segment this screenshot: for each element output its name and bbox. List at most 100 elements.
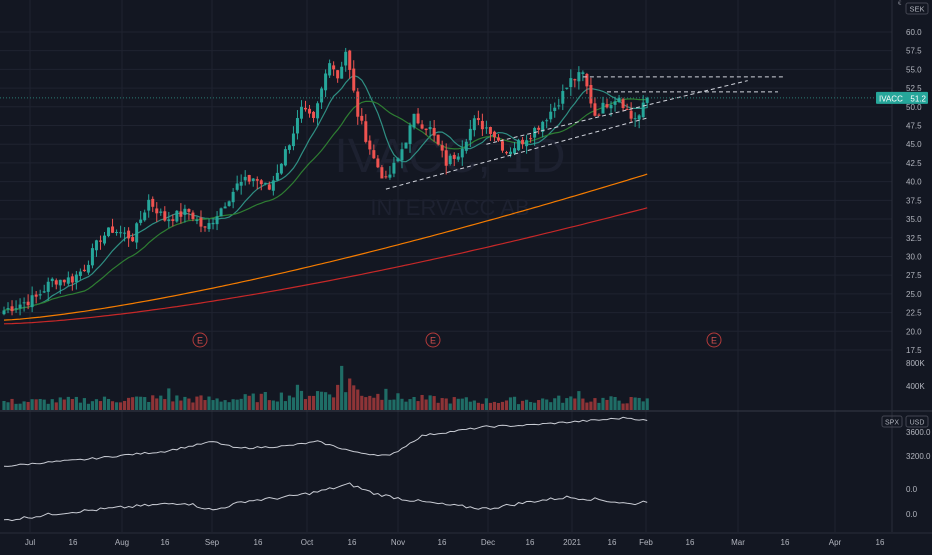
volume-bar: [2, 400, 6, 410]
volume-bar: [127, 397, 131, 410]
candle-body: [537, 127, 541, 130]
volume-bar: [581, 398, 585, 410]
volume-bar: [231, 399, 235, 410]
volume-bar: [74, 396, 78, 410]
volume-bar: [34, 399, 38, 410]
candle-body: [605, 104, 609, 108]
volume-bar: [400, 398, 404, 410]
candle-body: [179, 211, 183, 217]
candle-body: [215, 216, 219, 225]
time-tick-label: Mar: [731, 538, 745, 547]
volume-bar: [641, 401, 645, 410]
volume-bar: [557, 395, 561, 410]
candle-body: [440, 145, 444, 151]
volume-bar: [106, 398, 111, 410]
volume-bar: [311, 395, 316, 410]
candle-body: [376, 158, 380, 168]
trendlines[interactable]: [0, 76, 892, 190]
volume-bar: [476, 402, 480, 410]
volume-bar: [110, 401, 115, 410]
candle-body: [561, 91, 565, 104]
candle-body: [573, 79, 577, 81]
candle-body: [259, 180, 263, 185]
candle-body: [231, 191, 235, 203]
volume-bar: [114, 402, 119, 410]
volume-bar: [239, 398, 243, 410]
volume-bar: [492, 401, 497, 410]
time-tick-label: 2021: [563, 538, 581, 547]
volume-bar: [195, 396, 199, 410]
candle-body: [2, 310, 6, 315]
candle-body: [163, 211, 167, 221]
candle-body: [404, 142, 408, 149]
price-tick-label: 20.0: [906, 327, 922, 336]
volume-bar: [529, 402, 533, 410]
volume-bar: [340, 365, 344, 410]
moving-averages: [3, 74, 648, 325]
candle-body: [420, 124, 424, 129]
indicator-tick-label: 0.0: [906, 510, 918, 519]
time-tick-label: 16: [69, 538, 78, 547]
last-price-label[interactable]: IVACC 51.2: [876, 91, 928, 104]
volume-bar: [621, 403, 625, 410]
candle-body: [456, 156, 460, 160]
earnings-circle[interactable]: [425, 332, 441, 348]
volume-bar: [143, 397, 147, 410]
candle-body: [617, 97, 621, 103]
earnings-marker[interactable]: E: [425, 332, 441, 348]
support-trendline[interactable]: [385, 117, 648, 190]
volume-bar: [10, 398, 14, 410]
candle-body: [50, 278, 54, 282]
candle-body: [408, 125, 412, 144]
ascending-trendline[interactable]: [486, 80, 748, 145]
earnings-label: E: [430, 336, 436, 346]
earnings-label: E: [197, 336, 203, 346]
volume-bar: [396, 393, 400, 410]
volume-bar: [613, 396, 617, 410]
volume-bar: [18, 403, 22, 410]
volume-bar: [541, 398, 545, 410]
candle-body: [500, 141, 504, 151]
volume-bar: [14, 403, 18, 410]
volume-bar: [368, 395, 372, 410]
candle-body: [416, 113, 420, 124]
candle-body: [613, 101, 617, 105]
candle-body: [468, 128, 472, 141]
candle-body: [26, 301, 30, 306]
volume-bar: [175, 395, 179, 410]
indicator-tick-label: 0.0: [906, 485, 918, 494]
volume-bar: [203, 400, 207, 410]
candle-body: [58, 279, 62, 286]
candle-body: [18, 304, 22, 309]
price-tick-label: 55.0: [906, 65, 922, 74]
candle-body: [10, 306, 14, 312]
volume-bar: [645, 398, 649, 410]
volume-bar: [78, 402, 82, 410]
candle-body: [74, 274, 78, 283]
time-tick-label: Sep: [205, 538, 220, 547]
earnings-circle[interactable]: [706, 332, 722, 348]
candle-body: [432, 127, 436, 136]
earnings-circle[interactable]: [192, 332, 208, 348]
candle-body: [609, 105, 613, 109]
candle-body: [492, 131, 496, 138]
volume-bar: [424, 399, 428, 410]
volume-bar: [207, 396, 211, 410]
volume-bar: [348, 378, 352, 410]
candle-body: [320, 88, 324, 103]
volume-bar: [605, 399, 609, 410]
price-tick-label: 52.5: [906, 84, 922, 93]
candle-body: [368, 140, 372, 150]
volume-bar: [251, 393, 255, 410]
earnings-marker[interactable]: E: [706, 332, 722, 348]
volume-bar: [219, 401, 223, 410]
earnings-marker[interactable]: E: [192, 332, 208, 348]
candle-body: [629, 110, 633, 119]
candle-body: [328, 63, 332, 76]
compare-badges[interactable]: SPX USD: [881, 415, 929, 428]
currency-badge[interactable]: SEK: [905, 2, 929, 15]
